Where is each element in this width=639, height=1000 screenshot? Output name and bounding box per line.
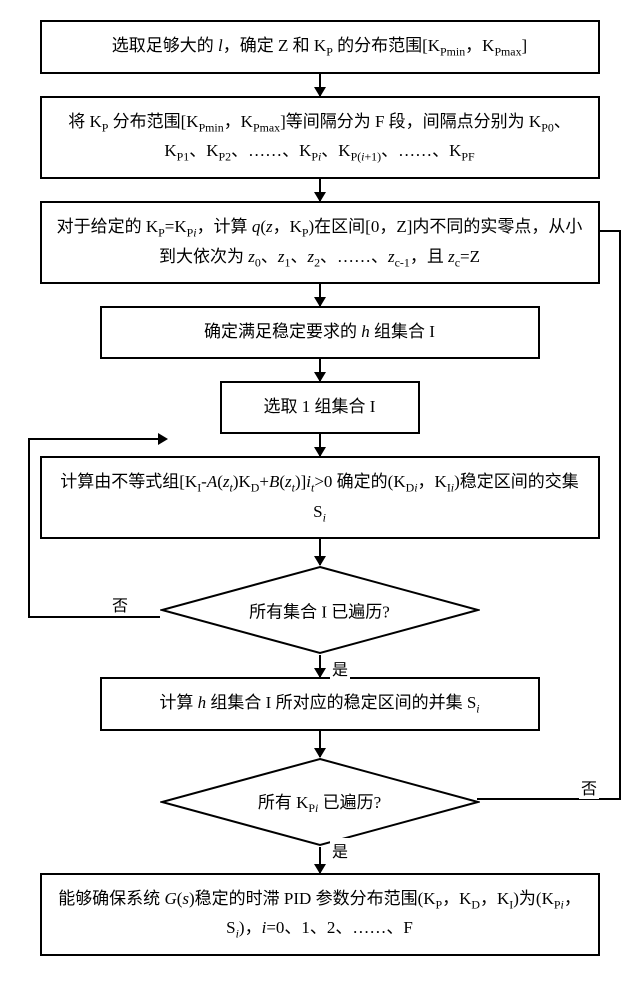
decision-2: 所有 KPi 已遍历? <box>160 757 480 847</box>
step-5-text: 选取 1 组集合 I <box>264 397 376 416</box>
no-label-1: 否 <box>110 592 130 616</box>
arrow <box>319 284 321 306</box>
step-6-text: 计算由不等式组[KI-A(zt)KD+B(zt)]it>0 确定的(KDi，KI… <box>60 472 579 521</box>
step-4-box: 确定满足稳定要求的 h 组集合 I <box>100 306 540 359</box>
yes-label-2: 是 <box>330 838 350 862</box>
step-1-text: 选取足够大的 l，确定 Z 和 KP 的分布范围[KPmin，KPmax] <box>112 36 527 55</box>
arrow <box>319 179 321 201</box>
arrow-head-right <box>158 433 168 445</box>
arrow <box>319 74 321 96</box>
arrow <box>319 434 321 456</box>
step-7-text: 计算 h 组集合 I 所对应的稳定区间的并集 Si <box>159 693 479 712</box>
yes-label-1: 是 <box>330 656 350 680</box>
step-8-text: 能够确保系统 G(s)稳定的时滞 PID 参数分布范围(KP，KD，KI)为(K… <box>58 889 581 938</box>
step-4-text: 确定满足稳定要求的 h 组集合 I <box>204 322 435 341</box>
step-5-box: 选取 1 组集合 I <box>220 381 420 434</box>
arrow <box>319 847 321 873</box>
arrow <box>319 359 321 381</box>
arrow <box>319 539 321 565</box>
step-1-box: 选取足够大的 l，确定 Z 和 KP 的分布范围[KPmin，KPmax] <box>40 20 600 74</box>
step-2-text: 将 KP 分布范围[KPmin，KPmax]等间隔分为 F 段，间隔点分别为 K… <box>68 112 571 161</box>
decision-2-text: 所有 KPi 已遍历? <box>258 788 381 816</box>
step-3-text: 对于给定的 KP=KPi，计算 q(z，KP)在区间[0，Z]内不同的实零点，从… <box>57 217 583 266</box>
flowchart-root: 选取足够大的 l，确定 Z 和 KP 的分布范围[KPmin，KPmax] 将 … <box>30 20 609 956</box>
step-2-box: 将 KP 分布范围[KPmin，KPmax]等间隔分为 F 段，间隔点分别为 K… <box>40 96 600 179</box>
step-8-box: 能够确保系统 G(s)稳定的时滞 PID 参数分布范围(KP，KD，KI)为(K… <box>40 873 600 956</box>
arrow <box>319 655 321 677</box>
decision-1: 所有集合 I 已遍历? <box>160 565 480 655</box>
step-3-box: 对于给定的 KP=KPi，计算 q(z，KP)在区间[0，Z]内不同的实零点，从… <box>40 201 600 284</box>
step-6-box: 计算由不等式组[KI-A(zt)KD+B(zt)]it>0 确定的(KDi，KI… <box>40 456 600 539</box>
step-7-box: 计算 h 组集合 I 所对应的稳定区间的并集 Si <box>100 677 540 731</box>
no-label-2: 否 <box>579 775 599 799</box>
decision-1-text: 所有集合 I 已遍历? <box>249 598 390 623</box>
arrow <box>319 731 321 757</box>
